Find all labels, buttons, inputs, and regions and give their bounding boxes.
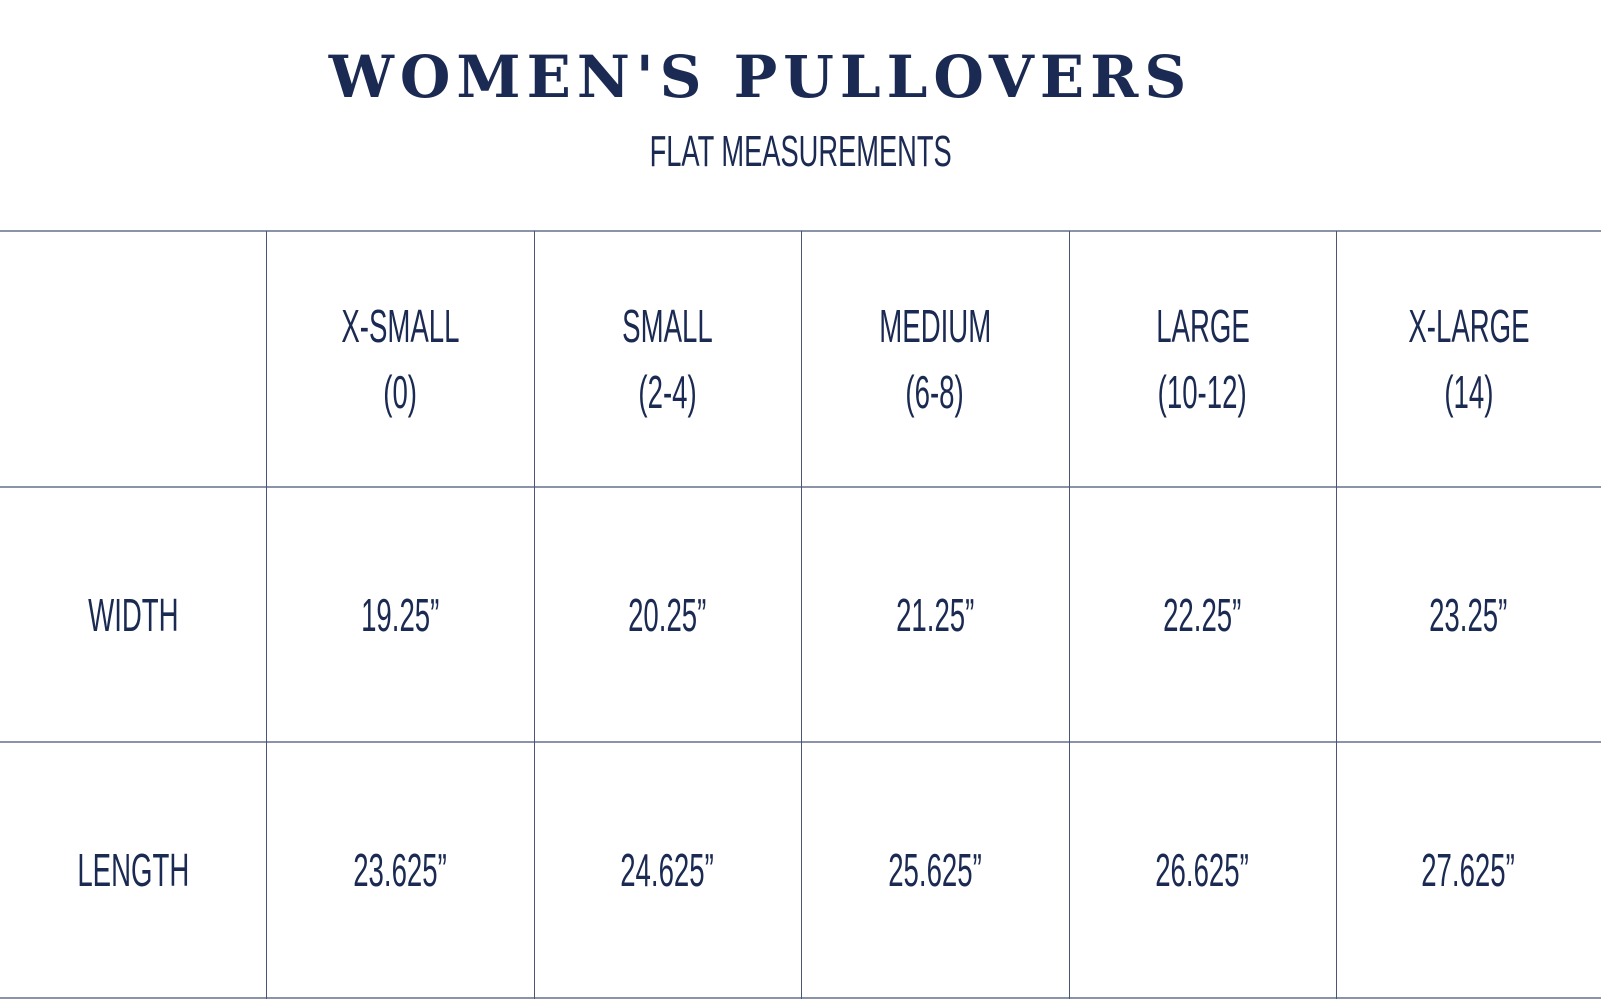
table-line [0,230,1601,232]
cell-text: X-LARGE [1407,300,1530,352]
table-line [534,231,535,999]
column-header: SMALL (2-4) [534,231,801,487]
row-label: LENGTH [0,742,266,998]
table-cell: 26.625” [1069,742,1336,998]
cell-text: (10-12) [1158,366,1247,418]
cell-text: 23.625” [353,844,447,896]
cell-text: 23.25” [1429,588,1508,641]
column-header: X-SMALL (0) [266,231,534,487]
table-line [0,486,1601,488]
table-line [1336,231,1337,999]
table-cell: 25.625” [801,742,1069,998]
cell-text: SMALL [622,300,713,352]
table-line [0,741,1601,743]
row-label: WIDTH [0,487,266,742]
cell-text: (14) [1443,366,1494,418]
cell-text: 22.25” [1163,588,1242,641]
table-cell: 22.25” [1069,487,1336,742]
cell-text: 19.25” [360,588,440,641]
table-line [1069,231,1070,999]
table-cell: 27.625” [1336,742,1601,998]
cell-text: 25.625” [888,844,982,896]
column-header: MEDIUM (6-8) [801,231,1069,487]
cell-text: MEDIUM [879,300,991,352]
column-header: X-LARGE (14) [1336,231,1601,487]
cell-text: WIDTH [87,588,179,641]
table-line [0,997,1601,999]
cell-text: X-SMALL [340,300,460,352]
cell-text: 26.625” [1155,844,1250,896]
cell-text: (6-8) [905,366,965,418]
column-header: LARGE (10-12) [1069,231,1336,487]
table-cell: 23.625” [266,742,534,998]
page-title: WOMEN'S PULLOVERS [328,43,1193,111]
cell-text: LARGE [1155,300,1250,352]
cell-text: (2-4) [638,366,697,418]
table-cell: 21.25” [801,487,1069,742]
table-cell: 23.25” [1336,487,1601,742]
table-line [266,231,267,999]
cell-text: (0) [383,366,417,418]
cell-text: 20.25” [628,588,707,641]
cell-text: 21.25” [895,588,975,641]
table-line [801,231,802,999]
cell-text: 27.625” [1421,844,1516,896]
page-subtitle: FLAT MEASUREMENTS [649,127,952,176]
table-cell: 19.25” [266,487,534,742]
cell-text: LENGTH [77,844,189,896]
cell-text: 24.625” [620,844,715,896]
table-cell: 24.625” [534,742,801,998]
table-cell: 20.25” [534,487,801,742]
